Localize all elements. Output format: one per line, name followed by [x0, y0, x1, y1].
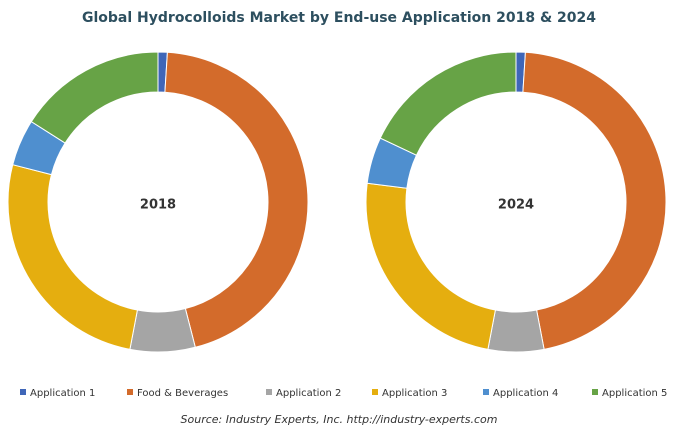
legend-swatch: [592, 389, 598, 395]
legend-swatch: [483, 389, 489, 395]
center-label: 2024: [498, 198, 534, 213]
donut-slice: [7, 164, 138, 350]
legend-swatch: [127, 389, 133, 395]
donut-slice: [487, 309, 545, 353]
legend-label: Application 5: [602, 388, 667, 399]
legend-swatch: [266, 389, 272, 395]
donut-slice: [522, 51, 667, 350]
legend-label: Application 4: [493, 388, 558, 399]
legend-label: Application 3: [382, 388, 447, 399]
donut-slice: [379, 51, 517, 156]
donut-slice: [365, 182, 496, 350]
source: Source: Industry Experts, Inc. http://in…: [181, 413, 498, 426]
legend-label: Application 1: [30, 388, 95, 399]
donut-slice: [129, 307, 196, 353]
center-label: 2018: [140, 198, 176, 213]
legend-label: Food & Beverages: [137, 388, 228, 399]
legend-label: Application 2: [276, 388, 341, 399]
donut-slice: [30, 51, 159, 144]
legend-swatch: [20, 389, 26, 395]
donut-slice: [164, 51, 309, 348]
legend-swatch: [372, 389, 378, 395]
chart-title: Global Hydrocolloids Market by End-use A…: [82, 10, 596, 26]
